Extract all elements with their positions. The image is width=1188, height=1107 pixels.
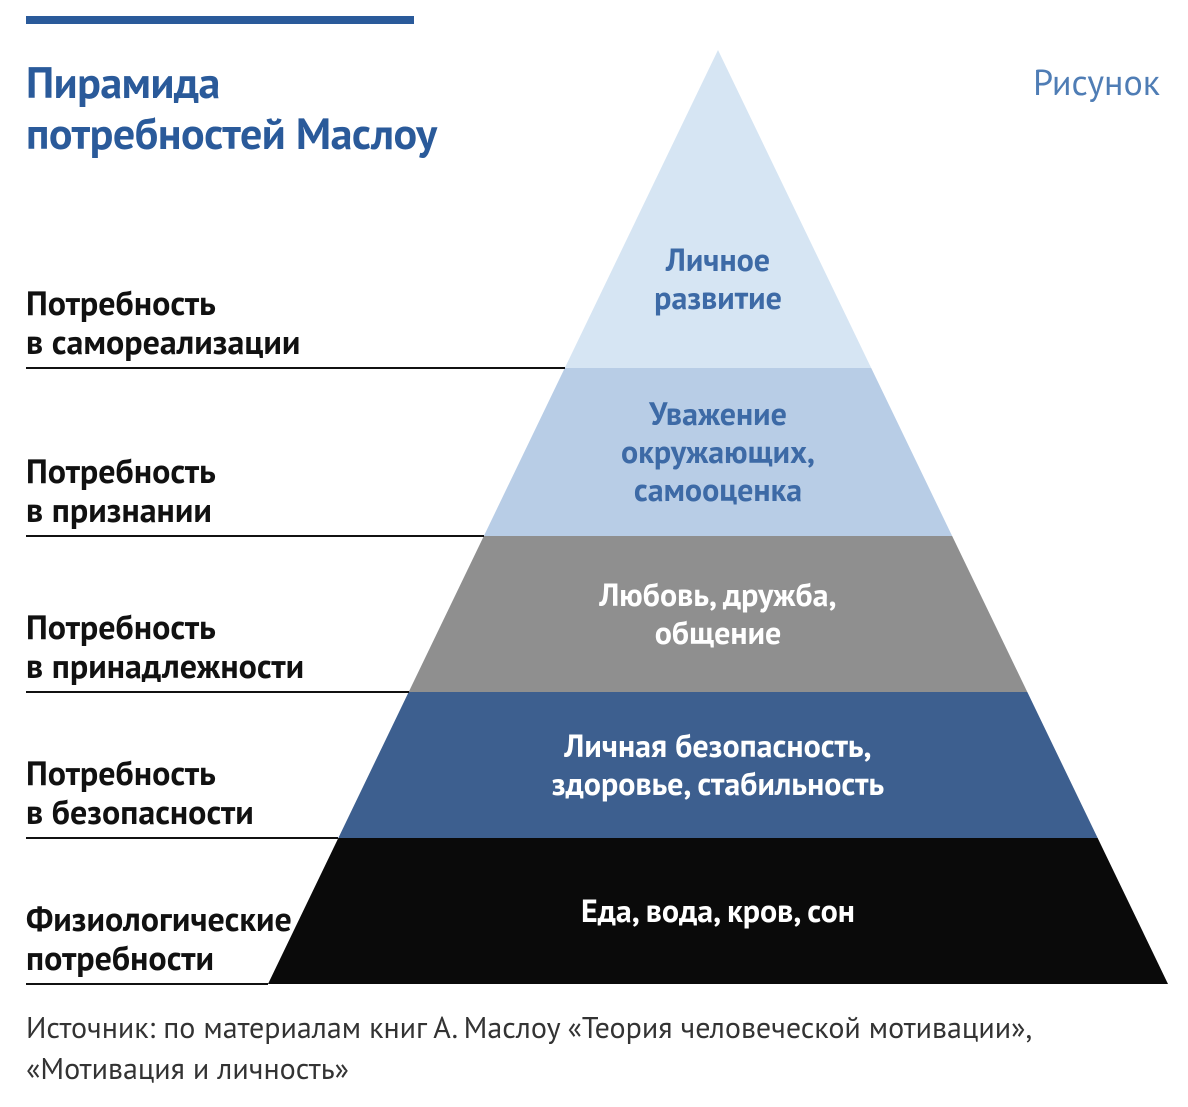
level-left-label: Потребность в признании — [26, 452, 216, 530]
level-slice-label: Личная безопасность, здоровье, стабильно… — [552, 727, 884, 803]
level-slice-label: Любовь, дружба, общение — [599, 576, 836, 652]
level-left-label: Физиологические потребности — [26, 900, 292, 978]
level-left-label: Потребность в безопасности — [26, 754, 254, 832]
source-text: Источник: по материалам книг А. Маслоу «… — [26, 1008, 1160, 1089]
level-rule — [26, 367, 565, 369]
pyramid-slice — [565, 50, 871, 368]
level-slice-label: Личное развитие — [654, 241, 782, 317]
level-slice-label: Еда, вода, кров, сон — [581, 892, 855, 930]
level-rule — [26, 837, 338, 839]
level-left-label: Потребность в принадлежности — [26, 608, 304, 686]
level-slice-label: Уважение окружающих, самооценка — [621, 395, 815, 508]
level-rule — [26, 983, 268, 985]
level-rule — [26, 691, 409, 693]
level-left-label: Потребность в самореализации — [26, 284, 300, 362]
level-rule — [26, 535, 484, 537]
